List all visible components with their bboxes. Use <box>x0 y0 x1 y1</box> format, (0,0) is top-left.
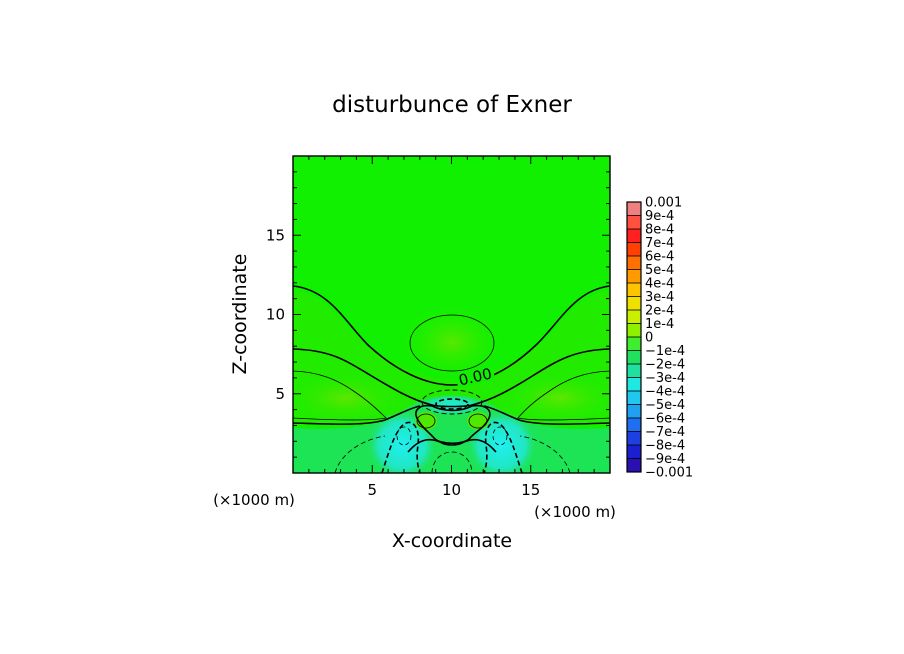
colorbar-swatch <box>627 404 641 419</box>
y-tick-label: 5 <box>275 385 285 403</box>
colorbar-label: 0 <box>645 331 653 346</box>
colorbar-swatch <box>627 431 641 446</box>
colorbar-label: 5e-4 <box>645 263 674 278</box>
contour-center-blob <box>415 404 491 445</box>
colorbar-swatch <box>627 202 641 216</box>
colorbar-label: 7e-4 <box>645 236 674 251</box>
upper-center-minimum <box>422 395 482 415</box>
colorbar-label: −0.001 <box>645 466 693 481</box>
colorbar-label: −2e-4 <box>645 358 685 373</box>
chart-title: disturbunce of Exner <box>332 92 572 118</box>
colorbar-swatch <box>627 256 641 270</box>
y-tick-labels: 5 10 15 <box>266 226 285 403</box>
colorbar-label: −3e-4 <box>645 371 685 386</box>
contour-positive-left <box>293 370 387 421</box>
contour-min-right <box>492 426 508 446</box>
colorbar-swatch <box>627 229 641 243</box>
x-tick-label: 5 <box>367 481 377 499</box>
colorbar-label: 2e-4 <box>645 304 674 319</box>
colorbar-swatch <box>627 418 641 432</box>
contour-label-bg <box>454 363 496 389</box>
colorbar-label: 4e-4 <box>645 277 674 292</box>
colorbar-label: −8e-4 <box>645 439 685 454</box>
left-small-maximum <box>415 412 437 430</box>
colorbar-label: 8e-4 <box>645 223 674 238</box>
colorbar-swatch <box>627 215 641 230</box>
colorbar-swatch <box>627 337 641 351</box>
x-tick-label: 15 <box>521 481 540 499</box>
colorbar-label: 6e-4 <box>645 250 674 265</box>
colorbar-label: −7e-4 <box>645 425 685 440</box>
plot-area: 0.00 <box>293 156 610 473</box>
colorbar-label: −9e-4 <box>645 452 685 467</box>
contour-small-left <box>416 413 436 429</box>
left-lobe-maximum <box>293 376 397 420</box>
colorbar-label: −4e-4 <box>645 385 685 400</box>
colorbar-swatch <box>627 391 641 405</box>
colorbar-label: −1e-4 <box>645 344 685 359</box>
contour-negative-top-inner <box>435 398 469 410</box>
contour-zero-middle <box>293 348 610 408</box>
colorbar-swatch <box>627 458 641 473</box>
colorbar-swatch <box>627 323 641 338</box>
y-tick-label: 10 <box>266 306 285 324</box>
y-unit-label: (×1000 m) <box>213 491 295 509</box>
contour-negative-top-outer <box>421 389 483 415</box>
x-tick-labels: 5 10 15 <box>367 481 540 499</box>
contour-central-max <box>409 314 495 372</box>
colorbar-label: 1e-4 <box>645 317 674 332</box>
right-lobe-maximum <box>508 376 610 420</box>
colorbar-swatch <box>627 296 641 311</box>
contour-negative-right <box>483 421 523 473</box>
y-axis-label: Z-coordinate <box>229 254 251 375</box>
colorbar-swatch <box>627 242 641 257</box>
contour-zero-upper <box>293 285 610 386</box>
contour-small-right <box>468 413 488 429</box>
colorbar-label: 9e-4 <box>645 209 674 224</box>
colorbar-swatch <box>627 283 641 297</box>
right-small-maximum <box>467 412 489 430</box>
central-maximum-region <box>400 304 504 380</box>
colorbar-swatch <box>627 350 641 365</box>
x-axis-label: X-coordinate <box>392 530 512 552</box>
y-tick-label: 15 <box>266 226 285 244</box>
top-maximum-region <box>312 156 592 256</box>
contour-positive-right <box>517 370 610 421</box>
colorbar-swatch <box>627 269 641 284</box>
x-tick-label: 10 <box>442 481 461 499</box>
contour-weak-negative-inner <box>431 451 473 473</box>
colorbar: 0.0019e-48e-47e-46e-45e-44e-43e-42e-41e-… <box>626 196 693 481</box>
colorbar-label: −5e-4 <box>645 398 685 413</box>
contour-weak-negative <box>334 435 571 473</box>
contour-zero-base <box>407 438 497 453</box>
contour-negative-left <box>381 421 421 473</box>
colorbar-label: 3e-4 <box>645 290 674 305</box>
colorbar-swatch <box>627 364 641 378</box>
ticks <box>293 156 610 473</box>
contour-min-left <box>396 426 412 446</box>
colorbar-label: 0.001 <box>645 196 682 211</box>
colorbar-swatch <box>627 445 641 459</box>
colorbar-label: −6e-4 <box>645 412 685 427</box>
colorbar-swatch <box>627 310 641 324</box>
colorbar-swatch <box>627 377 641 392</box>
x-unit-label: (×1000 m) <box>534 503 616 521</box>
contour-zero-lower <box>293 405 610 425</box>
